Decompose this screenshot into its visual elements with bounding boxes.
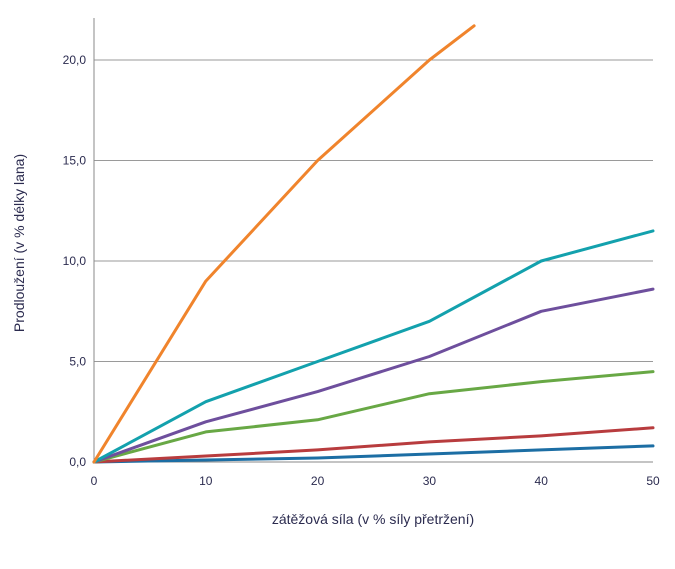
- y-tick-label: 20,0: [63, 53, 87, 67]
- x-tick-label: 30: [423, 474, 437, 488]
- x-axis-ticks: 0 10 20 30 40 50: [91, 474, 660, 488]
- y-axis-title: Prodloužení (v % délky lana): [11, 154, 27, 332]
- series-lines: [92, 24, 655, 464]
- x-axis-title: zátěžová síla (v % síly přetržení): [272, 511, 474, 527]
- x-tick-label: 50: [646, 474, 660, 488]
- series-line: [92, 370, 655, 464]
- x-tick-label: 20: [311, 474, 325, 488]
- series-line: [92, 444, 655, 464]
- x-tick-label: 0: [91, 474, 98, 488]
- y-axis-ticks: 0,0 5,0 10,0 15,0 20,0: [63, 53, 87, 469]
- y-tick-label: 5,0: [69, 355, 86, 369]
- y-tick-label: 10,0: [63, 254, 87, 268]
- x-tick-label: 40: [535, 474, 549, 488]
- x-tick-label: 10: [199, 474, 213, 488]
- y-tick-label: 0,0: [69, 455, 86, 469]
- series-line: [92, 426, 655, 464]
- series-line: [92, 287, 655, 464]
- y-tick-label: 15,0: [63, 154, 87, 168]
- series-line: [92, 229, 655, 464]
- gridlines: [94, 59, 653, 463]
- series-line: [92, 24, 476, 464]
